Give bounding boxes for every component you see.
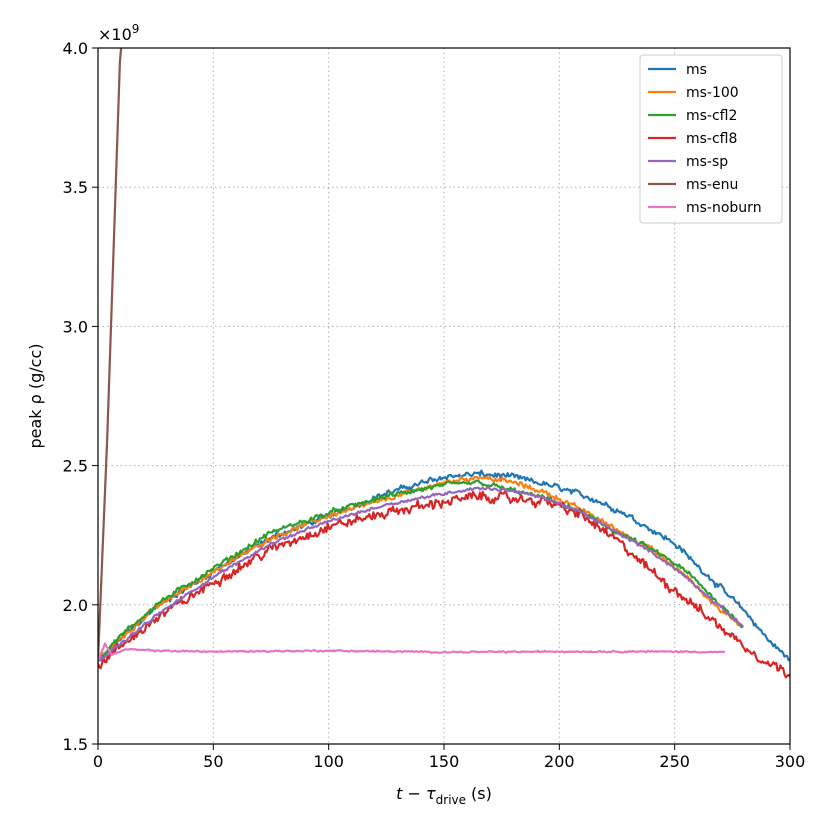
series-line-ms-sp [98, 485, 744, 663]
y-tick-label: 2.5 [63, 457, 88, 476]
series-line-ms-noburn [98, 642, 726, 662]
series-line-ms-100 [98, 475, 744, 662]
legend-label: ms-noburn [686, 200, 762, 216]
legend-label: ms-sp [686, 154, 728, 170]
legend: ms ms-100 ms-cfl2 ms-cfl8 ms-sp ms-enu ms-nobu… [639, 54, 783, 224]
x-tick-label: 300 [775, 752, 806, 771]
series-line-ms-cfl2 [98, 479, 744, 661]
x-tick-label: 200 [544, 752, 575, 771]
x-axis-ticks: 0 50 100 150 200 250 300 [93, 744, 805, 771]
x-tick-label: 0 [93, 752, 103, 771]
y-axis-label: peak ρ (g/cc) [26, 343, 45, 448]
legend-label: ms-cfl8 [686, 131, 737, 147]
y-axis-ticks: 1.5 2.0 2.5 3.0 3.5 4.0 [63, 39, 98, 754]
y-tick-label: 2.0 [63, 596, 88, 615]
y-tick-label: 3.0 [63, 317, 88, 336]
x-tick-label: 250 [659, 752, 690, 771]
legend-label: ms-enu [686, 177, 738, 193]
y-tick-label: 4.0 [63, 39, 88, 58]
y-tick-label: 3.5 [63, 178, 88, 197]
legend-label: ms [686, 62, 707, 78]
x-tick-label: 50 [203, 752, 223, 771]
x-axis-label: t − τdrive (s) [396, 784, 492, 807]
y-axis-multiplier: ×109 [98, 22, 139, 44]
series-lines [98, 48, 790, 679]
legend-label: ms-cfl2 [686, 108, 737, 124]
series-line-ms-enu [98, 48, 123, 661]
x-tick-label: 100 [313, 752, 344, 771]
legend-label: ms-100 [686, 85, 739, 101]
x-tick-label: 150 [429, 752, 460, 771]
legend-box [639, 54, 783, 224]
series-line-ms-cfl8 [98, 490, 790, 679]
y-tick-label: 1.5 [63, 735, 88, 754]
